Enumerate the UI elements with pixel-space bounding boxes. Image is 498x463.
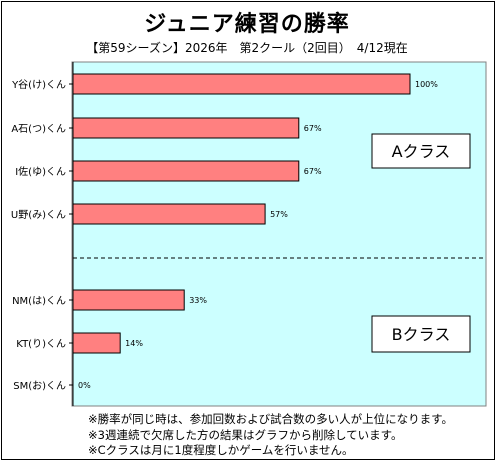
note-absence: ※3週連続で欠席した方の結果はグラフから削除しています。 xyxy=(88,427,403,442)
class-label: Aクラス xyxy=(392,142,451,161)
category-label: I佐(ゆ)くん xyxy=(15,166,66,178)
category-label: SM(お)くん xyxy=(13,380,66,392)
class-label-box xyxy=(371,133,471,169)
value-label: 0% xyxy=(78,381,91,390)
chart-title: ジュニア練習の勝率 xyxy=(144,12,350,37)
bar xyxy=(72,160,300,182)
value-label: 67% xyxy=(304,167,322,176)
bar xyxy=(72,289,185,311)
value-label: 67% xyxy=(304,124,322,133)
category-label: KT(り)くん xyxy=(16,338,66,350)
class-label-box xyxy=(371,315,471,353)
bar xyxy=(72,73,411,95)
category-label: U野(み)くん xyxy=(11,209,66,221)
bar xyxy=(72,332,121,354)
bar xyxy=(72,117,300,139)
chart-subtitle: 【第59シーズン】2026年 第2クール（2回目） 4/12現在 xyxy=(86,41,408,55)
note-tie-break: ※勝率が同じ時は、参加回数および試合数の多い人が上位になります。 xyxy=(88,412,453,426)
bar xyxy=(72,203,266,225)
category-label: A石(つ)くん xyxy=(11,123,66,135)
category-label: Y谷(け)くん xyxy=(11,79,66,91)
value-label: 14% xyxy=(125,339,143,348)
value-label: 33% xyxy=(189,296,207,305)
value-label: 57% xyxy=(270,210,288,219)
note-c-class: ※Cクラスは月に1度程度しかゲームを行いません。 xyxy=(88,443,354,457)
value-label: 100% xyxy=(415,80,438,89)
plot-area xyxy=(71,61,487,407)
notes: ※勝率が同じ時は、参加回数および試合数の多い人が上位になります。 ※3週連続で欠… xyxy=(88,412,488,459)
category-label: NM(は)くん xyxy=(12,295,66,307)
class-label: Bクラス xyxy=(392,325,451,344)
